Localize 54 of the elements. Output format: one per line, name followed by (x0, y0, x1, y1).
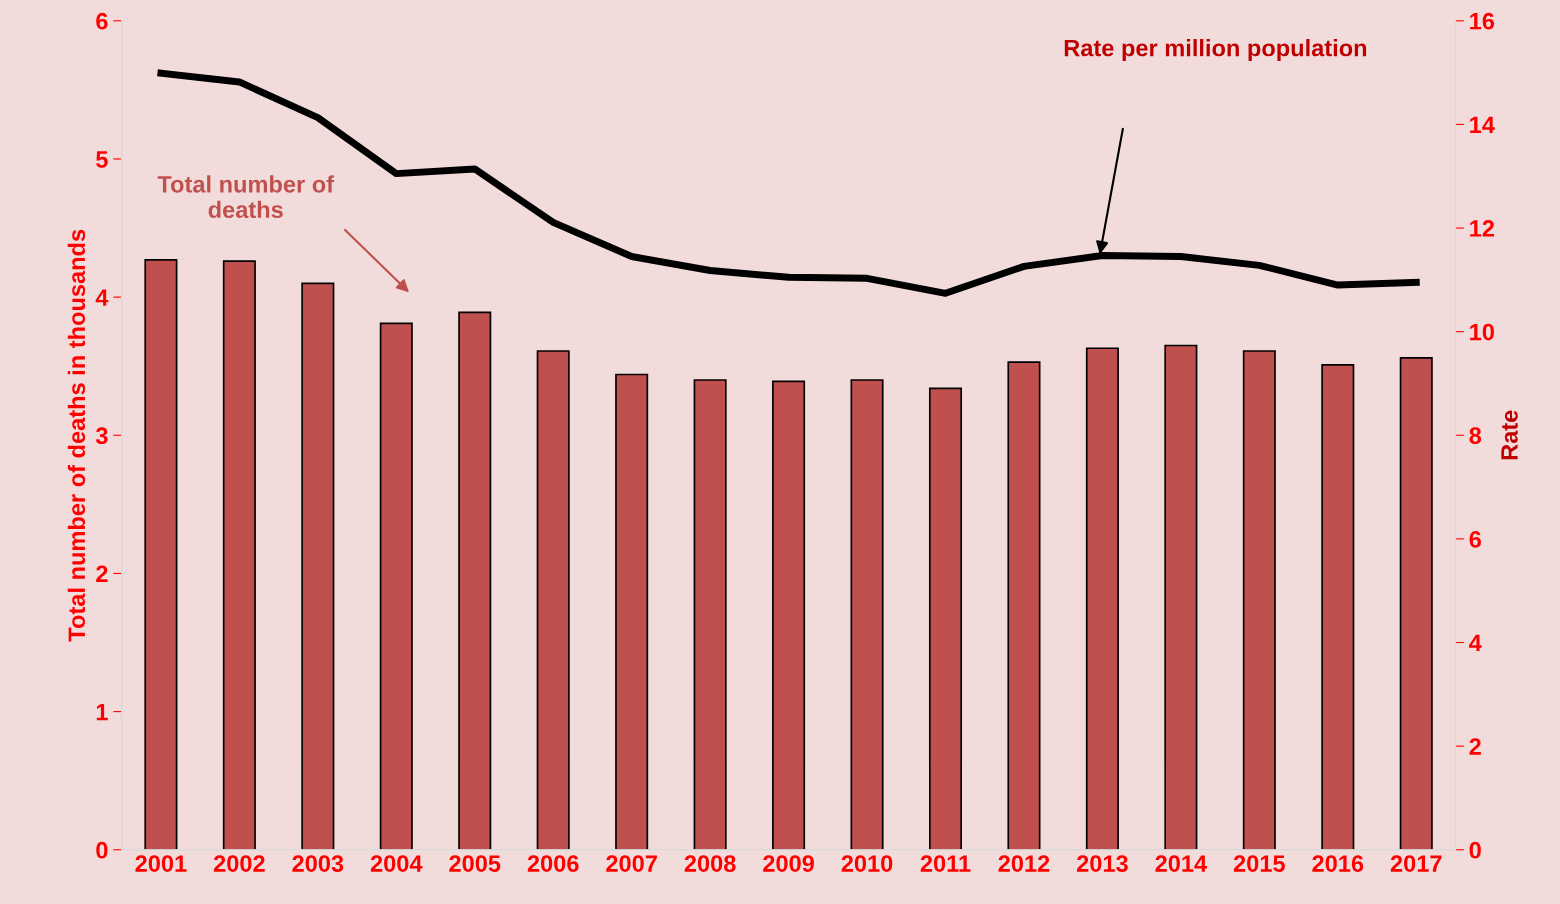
x-tick-label: 2013 (1076, 855, 1128, 872)
bar (1242, 350, 1276, 850)
x-tick-label: 2003 (292, 855, 344, 872)
annotation: Rate per million population (1064, 39, 1367, 62)
x-tick-label: 2008 (684, 855, 736, 872)
x-tick-label: 2004 (370, 855, 423, 872)
bar (615, 373, 649, 850)
x-tick-label: 2010 (841, 855, 893, 872)
x-tick-label: 2006 (527, 855, 579, 872)
x-tick-label: 2017 (1390, 855, 1442, 872)
y-tick-label: 4 (95, 289, 109, 306)
x-tick-label: 2009 (763, 855, 814, 872)
y-tick-label: 6 (96, 12, 108, 30)
bar (1007, 361, 1041, 850)
y2-tick-label: 10 (1470, 323, 1494, 341)
bar (693, 379, 727, 850)
y2-tick-label: 14 (1470, 116, 1495, 133)
bar (772, 380, 806, 850)
bar (928, 387, 963, 850)
x-tick-label: 2001 (135, 855, 187, 872)
y-tick-label: 5 (96, 151, 108, 168)
annotation: Total number of deaths (157, 175, 335, 219)
x-tick-label: 2007 (606, 855, 657, 872)
x-tick-label: 2014 (1155, 855, 1208, 872)
y-tick-label: 1 (96, 703, 108, 721)
bar (301, 282, 335, 850)
x-tick-label: 2011 (920, 855, 971, 872)
y2-tick-label: 0 (1469, 841, 1481, 859)
x-tick-label: 2005 (449, 855, 501, 872)
bar (1164, 344, 1198, 850)
bar (1085, 347, 1119, 850)
bar (536, 350, 570, 850)
y2-tick-label: 4 (1469, 634, 1482, 652)
bar (144, 258, 178, 850)
x-tick-label: 2002 (213, 855, 265, 872)
bar (222, 260, 256, 850)
y-axis-title: Total number of deaths in thousands (67, 229, 86, 642)
bar (850, 379, 884, 850)
y2-tick-label: 12 (1470, 220, 1494, 237)
y2-tick-label: 16 (1470, 12, 1495, 30)
y2-axis-title: Rate (1501, 410, 1518, 460)
y-tick-label: 3 (95, 427, 108, 445)
bar (1399, 357, 1433, 850)
y2-tick-label: 6 (1469, 530, 1481, 548)
x-tick-label: 2012 (998, 855, 1050, 872)
y-tick-label: 0 (96, 841, 108, 859)
bar (379, 322, 413, 850)
y2-tick-label: 8 (1469, 427, 1482, 445)
bar (458, 311, 492, 850)
y2-tick-label: 2 (1469, 738, 1481, 755)
x-tick-label: 2015 (1233, 855, 1285, 872)
x-tick-label: 2016 (1312, 855, 1364, 872)
bar (1321, 363, 1355, 850)
y-tick-label: 2 (96, 565, 108, 582)
